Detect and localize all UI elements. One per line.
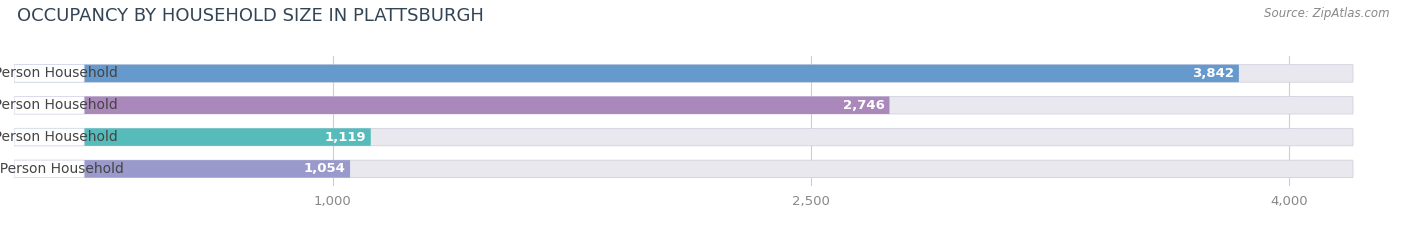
FancyBboxPatch shape: [14, 96, 890, 114]
Text: 2,746: 2,746: [842, 99, 884, 112]
Text: 4+ Person Household: 4+ Person Household: [0, 162, 124, 176]
FancyBboxPatch shape: [14, 128, 84, 146]
FancyBboxPatch shape: [14, 65, 84, 82]
Text: 1,119: 1,119: [325, 130, 366, 144]
FancyBboxPatch shape: [14, 65, 1353, 82]
FancyBboxPatch shape: [14, 128, 371, 146]
Text: Source: ZipAtlas.com: Source: ZipAtlas.com: [1264, 7, 1389, 20]
FancyBboxPatch shape: [14, 160, 84, 178]
FancyBboxPatch shape: [14, 160, 1353, 178]
FancyBboxPatch shape: [14, 160, 350, 178]
Text: 1-Person Household: 1-Person Household: [0, 66, 118, 80]
Text: 3-Person Household: 3-Person Household: [0, 130, 118, 144]
FancyBboxPatch shape: [14, 65, 1239, 82]
FancyBboxPatch shape: [14, 128, 1353, 146]
Text: 1,054: 1,054: [304, 162, 346, 175]
Text: OCCUPANCY BY HOUSEHOLD SIZE IN PLATTSBURGH: OCCUPANCY BY HOUSEHOLD SIZE IN PLATTSBUR…: [17, 7, 484, 25]
Text: 3,842: 3,842: [1192, 67, 1234, 80]
FancyBboxPatch shape: [14, 96, 1353, 114]
FancyBboxPatch shape: [14, 96, 84, 114]
Text: 2-Person Household: 2-Person Household: [0, 98, 118, 112]
